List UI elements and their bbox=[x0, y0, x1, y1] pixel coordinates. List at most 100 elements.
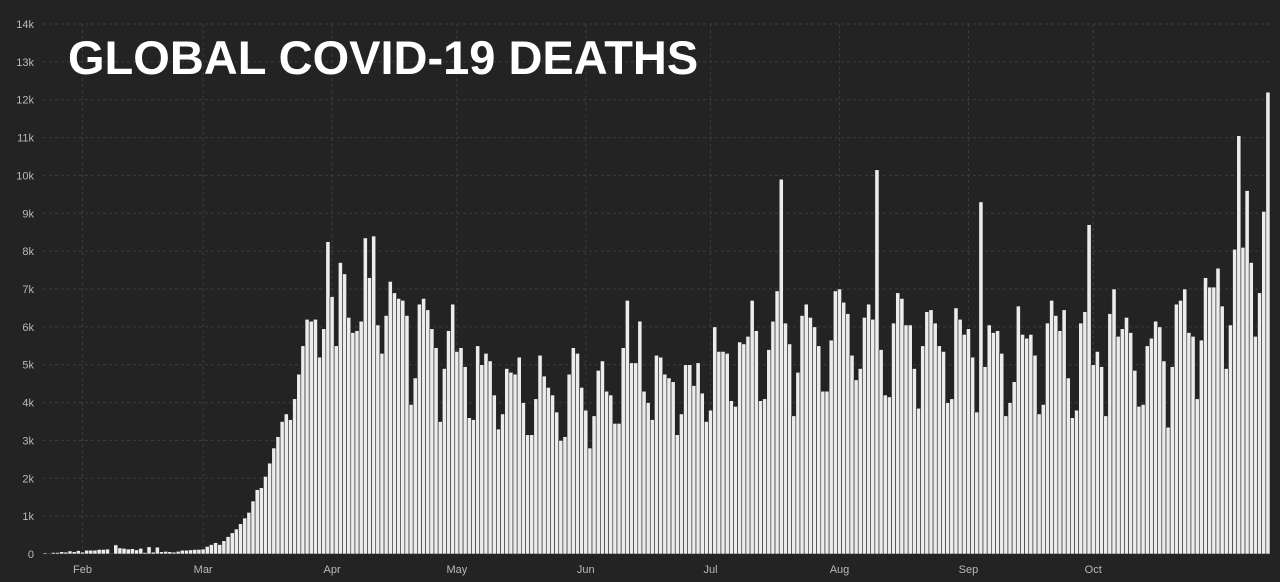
bar bbox=[716, 351, 722, 555]
bar bbox=[1261, 211, 1267, 555]
bar bbox=[346, 317, 352, 555]
bar bbox=[450, 303, 456, 555]
bar bbox=[1015, 305, 1021, 555]
bar bbox=[192, 549, 198, 555]
bar bbox=[687, 364, 693, 555]
bar bbox=[695, 362, 701, 555]
bar bbox=[932, 322, 938, 555]
y-tick-label: 10k bbox=[16, 170, 34, 182]
bar bbox=[504, 368, 510, 555]
bar bbox=[982, 366, 988, 555]
bar bbox=[887, 396, 892, 555]
bar bbox=[1057, 330, 1063, 555]
x-axis: Feb Mar Apr May Jun Jul Aug Sep Oct bbox=[73, 564, 1102, 576]
bar bbox=[654, 354, 659, 555]
bar bbox=[146, 546, 152, 555]
x-tick-label: Feb bbox=[73, 564, 92, 576]
x-tick-label: Aug bbox=[830, 564, 850, 576]
bar bbox=[1228, 324, 1233, 555]
bar bbox=[321, 328, 327, 555]
bar bbox=[787, 343, 792, 555]
bar bbox=[666, 377, 672, 555]
bar bbox=[1144, 345, 1150, 555]
bar bbox=[283, 413, 289, 555]
bar bbox=[625, 300, 630, 555]
bar bbox=[250, 500, 256, 555]
y-axis: 0 1k 2k 3k 4k 5k 6k 7k 8k 9k 10k 11k 12k 13k 14k bbox=[16, 19, 34, 561]
bar bbox=[462, 366, 468, 555]
y-tick-label: 3k bbox=[22, 435, 34, 447]
bar bbox=[633, 362, 639, 555]
bar bbox=[907, 324, 913, 555]
bar bbox=[629, 362, 634, 555]
bar bbox=[209, 544, 214, 555]
bar bbox=[263, 476, 268, 555]
bar bbox=[911, 368, 917, 555]
bar bbox=[953, 307, 959, 555]
bar bbox=[1082, 311, 1088, 555]
bar bbox=[371, 235, 377, 555]
bar bbox=[558, 440, 564, 555]
bar bbox=[862, 317, 867, 555]
bar bbox=[616, 423, 622, 555]
bar bbox=[458, 347, 464, 555]
bar bbox=[545, 387, 551, 555]
bar bbox=[970, 356, 975, 555]
bar bbox=[1086, 224, 1092, 555]
bar bbox=[279, 421, 285, 555]
bar bbox=[753, 330, 759, 555]
bar bbox=[487, 360, 493, 555]
bar bbox=[1257, 292, 1262, 555]
bar bbox=[595, 370, 601, 555]
bar bbox=[570, 347, 576, 555]
bar bbox=[1198, 339, 1204, 555]
bar bbox=[1053, 315, 1059, 555]
bar bbox=[604, 390, 609, 555]
bar bbox=[1207, 286, 1213, 555]
bar bbox=[304, 318, 310, 555]
bar bbox=[113, 544, 119, 555]
bar bbox=[1099, 366, 1104, 555]
bar bbox=[379, 353, 385, 555]
bar bbox=[150, 551, 156, 555]
bar bbox=[1223, 368, 1229, 555]
bar bbox=[891, 322, 896, 555]
bar bbox=[608, 394, 614, 555]
bar bbox=[1065, 377, 1071, 555]
bar bbox=[1103, 415, 1109, 555]
bar bbox=[1236, 135, 1242, 555]
bar bbox=[699, 392, 705, 555]
x-tick-label: Mar bbox=[194, 564, 213, 576]
bar bbox=[67, 550, 73, 555]
bar bbox=[820, 390, 826, 555]
bar bbox=[1178, 300, 1183, 555]
bar bbox=[1128, 332, 1134, 555]
bar bbox=[774, 290, 780, 555]
bar bbox=[1119, 328, 1125, 555]
bar bbox=[267, 462, 273, 555]
y-tick-label: 5k bbox=[22, 360, 34, 372]
bar bbox=[275, 436, 281, 555]
bar bbox=[978, 201, 984, 555]
bar bbox=[375, 324, 381, 555]
bar bbox=[80, 551, 85, 555]
bar bbox=[708, 409, 713, 555]
bar bbox=[966, 328, 971, 555]
bar bbox=[387, 281, 393, 555]
y-tick-label: 12k bbox=[16, 95, 34, 107]
bar bbox=[583, 409, 589, 555]
bar bbox=[766, 349, 772, 555]
bar bbox=[184, 549, 189, 555]
bar bbox=[42, 552, 48, 555]
bar bbox=[720, 351, 726, 555]
bar bbox=[529, 434, 535, 555]
bar bbox=[1070, 417, 1075, 555]
bar bbox=[454, 351, 460, 555]
bar bbox=[857, 368, 863, 555]
y-tick-label: 9k bbox=[22, 208, 34, 220]
bar bbox=[1040, 404, 1046, 555]
bar bbox=[1132, 370, 1138, 555]
bar bbox=[171, 551, 177, 555]
bar bbox=[550, 394, 555, 555]
